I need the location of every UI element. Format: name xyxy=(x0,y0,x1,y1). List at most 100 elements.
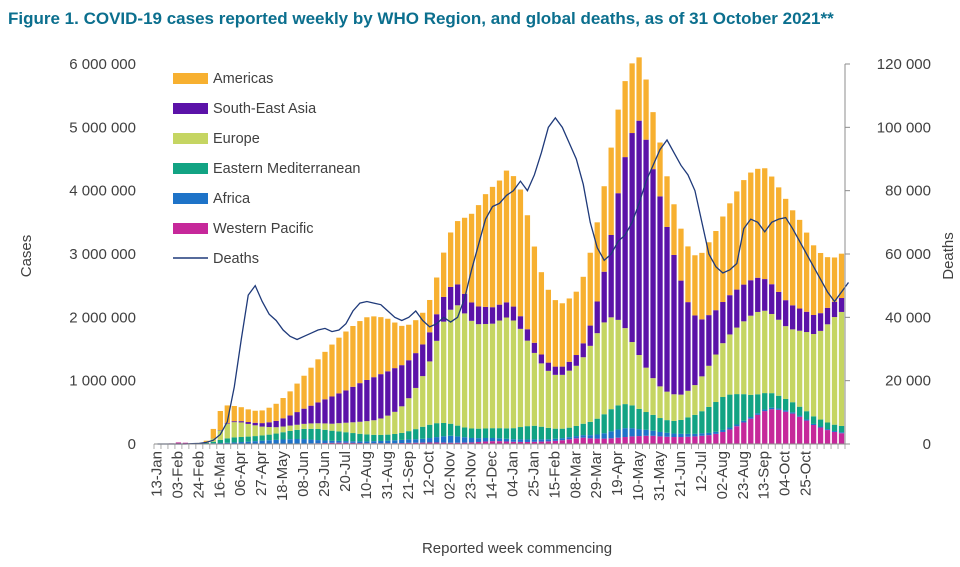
bar-africa-25 xyxy=(329,440,335,443)
bar-south-east-asia-26 xyxy=(336,393,342,424)
bar-eastern-mediterranean-31 xyxy=(371,434,377,442)
bar-eastern-mediterranean-51 xyxy=(510,428,517,440)
bar-americas-56 xyxy=(545,289,552,363)
bar-south-east-asia-10 xyxy=(224,423,230,424)
bar-western-pacific-90 xyxy=(783,411,789,444)
bar-eastern-mediterranean-55 xyxy=(538,426,545,440)
bar-europe-45 xyxy=(468,320,475,429)
bar-western-pacific-63 xyxy=(594,438,600,444)
bar-americas-16 xyxy=(266,407,272,423)
x-axis-label: Reported week commencing xyxy=(422,540,612,557)
bar-western-pacific-77 xyxy=(692,436,698,444)
bar-western-pacific-44 xyxy=(461,442,468,444)
bar-africa-32 xyxy=(378,440,384,444)
bar-eastern-mediterranean-58 xyxy=(559,428,565,439)
bar-western-pacific-52 xyxy=(517,441,524,444)
left-tick-label: 5 000 000 xyxy=(69,119,136,136)
bar-south-east-asia-25 xyxy=(329,396,335,424)
bar-western-pacific-47 xyxy=(482,441,489,444)
bar-western-pacific-49 xyxy=(496,441,503,444)
bar-western-pacific-71 xyxy=(650,435,656,444)
bar-africa-52 xyxy=(517,439,524,442)
x-tick-label: 13-Jan xyxy=(149,451,166,497)
bar-americas-38 xyxy=(420,312,426,345)
bar-europe-34 xyxy=(392,411,398,434)
bar-south-east-asia-66 xyxy=(615,193,621,320)
x-tick-label: 19-Apr xyxy=(609,451,626,496)
bar-africa-16 xyxy=(266,440,272,444)
bar-africa-33 xyxy=(385,440,391,444)
bar-americas-64 xyxy=(601,186,607,272)
bar-eastern-mediterranean-50 xyxy=(503,428,510,439)
bar-eastern-mediterranean-46 xyxy=(475,428,482,439)
bar-eastern-mediterranean-70 xyxy=(643,412,649,430)
bar-western-pacific-51 xyxy=(510,441,517,444)
bar-europe-56 xyxy=(545,370,552,428)
bar-africa-92 xyxy=(796,415,803,417)
bar-europe-59 xyxy=(566,370,572,428)
bar-eastern-mediterranean-59 xyxy=(566,427,572,438)
bar-americas-77 xyxy=(692,255,698,316)
bar-eastern-mediterranean-13 xyxy=(245,436,251,442)
bar-south-east-asia-39 xyxy=(427,332,433,362)
bar-africa-64 xyxy=(601,433,607,439)
bar-americas-54 xyxy=(531,246,538,343)
bar-eastern-mediterranean-29 xyxy=(357,433,363,442)
bar-africa-83 xyxy=(734,424,740,427)
bar-south-east-asia-94 xyxy=(810,314,817,334)
bar-south-east-asia-32 xyxy=(378,374,384,419)
bar-americas-15 xyxy=(259,410,265,424)
bar-eastern-mediterranean-97 xyxy=(831,424,838,432)
bar-europe-78 xyxy=(699,376,705,412)
bar-south-east-asia-97 xyxy=(831,301,838,318)
right-tick-label: 100 000 xyxy=(877,119,931,136)
bar-africa-82 xyxy=(727,427,733,430)
bar-eastern-mediterranean-74 xyxy=(671,420,677,434)
bar-eastern-mediterranean-44 xyxy=(461,427,468,438)
bar-europe-94 xyxy=(810,333,817,417)
bar-europe-46 xyxy=(475,324,482,429)
bar-south-east-asia-72 xyxy=(657,196,663,387)
bar-south-east-asia-65 xyxy=(608,235,614,318)
bar-americas-73 xyxy=(664,176,670,227)
bar-europe-66 xyxy=(615,319,621,406)
bar-africa-20 xyxy=(294,439,300,444)
bar-europe-12 xyxy=(238,422,244,437)
bar-europe-30 xyxy=(364,421,370,435)
bar-south-east-asia-18 xyxy=(280,418,286,427)
bar-eastern-mediterranean-72 xyxy=(657,418,663,432)
bar-americas-68 xyxy=(629,63,635,134)
left-tick-label: 3 000 000 xyxy=(69,246,136,263)
bar-south-east-asia-24 xyxy=(322,399,328,424)
bar-western-pacific-80 xyxy=(713,433,719,444)
bar-south-east-asia-69 xyxy=(636,120,642,356)
bar-south-east-asia-43 xyxy=(454,284,461,306)
bar-europe-26 xyxy=(336,423,342,432)
bar-americas-70 xyxy=(643,79,649,140)
legend-swatch-eastern-mediterranean xyxy=(173,163,208,174)
x-tick-label: 23-Aug xyxy=(735,451,752,499)
bar-eastern-mediterranean-38 xyxy=(420,426,426,439)
bar-europe-97 xyxy=(831,317,838,425)
deaths-series-line xyxy=(157,116,850,445)
right-tick-label: 0 xyxy=(923,436,931,453)
bar-eastern-mediterranean-21 xyxy=(301,428,307,440)
bar-western-pacific-81 xyxy=(720,431,726,444)
bar-africa-54 xyxy=(531,439,538,442)
bar-africa-42 xyxy=(447,435,454,443)
bar-eastern-mediterranean-28 xyxy=(350,433,356,442)
bar-africa-98 xyxy=(838,432,845,434)
bar-americas-59 xyxy=(566,298,572,362)
bar-africa-17 xyxy=(273,439,279,444)
bar-africa-26 xyxy=(336,440,342,443)
bar-americas-63 xyxy=(594,222,600,302)
bar-americas-48 xyxy=(489,186,496,308)
bar-eastern-mediterranean-48 xyxy=(489,428,496,438)
bar-south-east-asia-63 xyxy=(594,301,600,334)
bar-south-east-asia-34 xyxy=(392,368,398,412)
bar-europe-35 xyxy=(399,406,405,433)
bar-americas-93 xyxy=(803,232,810,312)
bar-africa-70 xyxy=(643,429,649,436)
bar-eastern-mediterranean-57 xyxy=(552,428,558,439)
x-tick-label: 10-Aug xyxy=(358,451,375,499)
